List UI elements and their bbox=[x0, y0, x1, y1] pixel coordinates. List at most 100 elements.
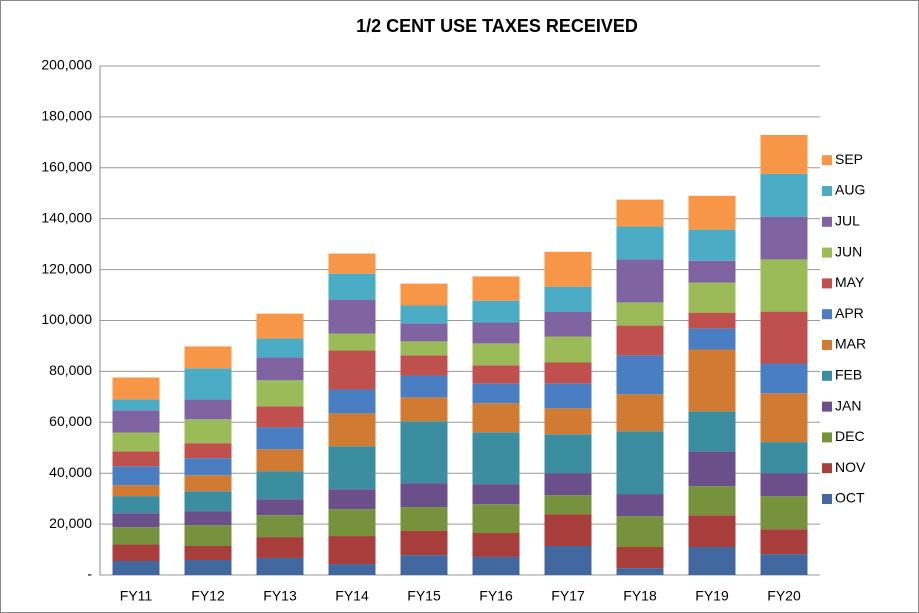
bar-segment bbox=[616, 394, 664, 432]
bar-segment bbox=[616, 302, 664, 326]
chart-title: 1/2 CENT USE TAXES RECEIVED bbox=[356, 16, 638, 36]
y-tick-label: 20,000 bbox=[49, 515, 92, 531]
bar-segment bbox=[184, 525, 232, 546]
bar-segment bbox=[400, 323, 448, 342]
y-tick-label: - bbox=[87, 566, 92, 582]
legend-swatch bbox=[822, 155, 832, 166]
bar-segment bbox=[760, 496, 808, 530]
bar-segment bbox=[112, 399, 160, 411]
bar-segment bbox=[328, 446, 376, 490]
legend-label: SEP bbox=[835, 151, 863, 167]
bar-segment bbox=[760, 554, 808, 575]
bar-segment bbox=[616, 325, 664, 356]
bar-segment bbox=[256, 471, 304, 500]
bar-segment bbox=[544, 362, 592, 384]
bar-segment bbox=[760, 363, 808, 394]
bar-segment bbox=[256, 313, 304, 339]
legend-swatch bbox=[822, 463, 832, 474]
bar-segment bbox=[184, 399, 232, 420]
legend-label: MAR bbox=[835, 336, 866, 352]
legend-label: MAY bbox=[835, 274, 865, 290]
bar-segment bbox=[616, 259, 664, 303]
bar-segment bbox=[328, 273, 376, 300]
x-tick-label: FY11 bbox=[120, 588, 153, 604]
bar-segment bbox=[544, 286, 592, 312]
legend-label: NOV bbox=[835, 459, 866, 475]
x-tick-label: FY13 bbox=[263, 588, 297, 604]
x-tick-label: FY18 bbox=[623, 588, 657, 604]
bar-segment bbox=[328, 413, 376, 447]
bar-segment bbox=[472, 403, 520, 433]
bar-segment bbox=[472, 484, 520, 505]
legend-swatch bbox=[822, 494, 832, 504]
x-tick-label: FY20 bbox=[767, 588, 801, 604]
bar-segment bbox=[112, 485, 160, 497]
legend-swatch bbox=[822, 309, 832, 320]
bar-segment bbox=[688, 547, 736, 575]
bar-segment bbox=[688, 328, 736, 350]
bar-segment bbox=[256, 515, 304, 538]
legend-label: DEC bbox=[835, 428, 865, 444]
y-tick-label: 40,000 bbox=[49, 464, 92, 480]
bar-segment bbox=[256, 537, 304, 558]
bar-segment bbox=[472, 300, 520, 323]
legend-label: FEB bbox=[835, 367, 862, 383]
bar-segment bbox=[688, 260, 736, 283]
y-tick-label: 60,000 bbox=[49, 413, 92, 429]
bar-segment bbox=[400, 305, 448, 324]
bar-segment bbox=[472, 276, 520, 301]
bar-segment bbox=[688, 195, 736, 230]
bar-segment bbox=[544, 434, 592, 474]
bar-segment bbox=[184, 368, 232, 400]
y-tick-label: 180,000 bbox=[41, 108, 92, 124]
legend-swatch bbox=[822, 278, 832, 289]
legend-swatch bbox=[822, 247, 832, 258]
bar-segment bbox=[616, 199, 664, 227]
legend-swatch bbox=[822, 370, 832, 381]
bar-segment bbox=[400, 530, 448, 556]
bar-segment bbox=[112, 544, 160, 562]
y-tick-label: 200,000 bbox=[41, 57, 92, 73]
bar-segment bbox=[472, 383, 520, 404]
bar-segment bbox=[256, 427, 304, 450]
bar-segment bbox=[400, 283, 448, 306]
bar-segment bbox=[688, 411, 736, 452]
bar-segment bbox=[400, 355, 448, 376]
bar-segment bbox=[688, 451, 736, 487]
bar-segment bbox=[256, 380, 304, 407]
bar-segment bbox=[760, 134, 808, 174]
legend-label: OCT bbox=[835, 490, 865, 506]
bar-segment bbox=[544, 495, 592, 515]
y-tick-label: 100,000 bbox=[41, 311, 92, 327]
bar-segment bbox=[616, 431, 664, 495]
bar-segment bbox=[400, 555, 448, 575]
legend-label: AUG bbox=[835, 182, 865, 198]
x-tick-label: FY19 bbox=[695, 588, 729, 604]
bar-segment bbox=[472, 322, 520, 344]
bar-segment bbox=[616, 226, 664, 260]
bar-segment bbox=[760, 529, 808, 555]
legend-swatch bbox=[822, 216, 832, 227]
bar-segment bbox=[760, 393, 808, 443]
y-tick-label: 120,000 bbox=[41, 260, 92, 276]
bar-segment bbox=[472, 343, 520, 366]
bar-segment bbox=[544, 251, 592, 287]
bar-segment bbox=[184, 491, 232, 512]
x-tick-label: FY12 bbox=[191, 588, 225, 604]
bar-segment bbox=[112, 377, 160, 400]
bar-segment bbox=[256, 338, 304, 358]
bar-segment bbox=[112, 410, 160, 433]
bar-segment bbox=[544, 311, 592, 337]
bar-segment bbox=[184, 559, 232, 575]
bar-segment bbox=[112, 466, 160, 486]
x-tick-label: FY15 bbox=[407, 588, 441, 604]
bar-segment bbox=[184, 545, 232, 560]
bar-segment bbox=[688, 515, 736, 548]
bar-segment bbox=[760, 173, 808, 217]
bar-segment bbox=[688, 486, 736, 516]
bar-segment bbox=[760, 473, 808, 497]
legend-swatch bbox=[822, 401, 832, 412]
bar-segment bbox=[184, 443, 232, 459]
bar-segment bbox=[328, 489, 376, 510]
